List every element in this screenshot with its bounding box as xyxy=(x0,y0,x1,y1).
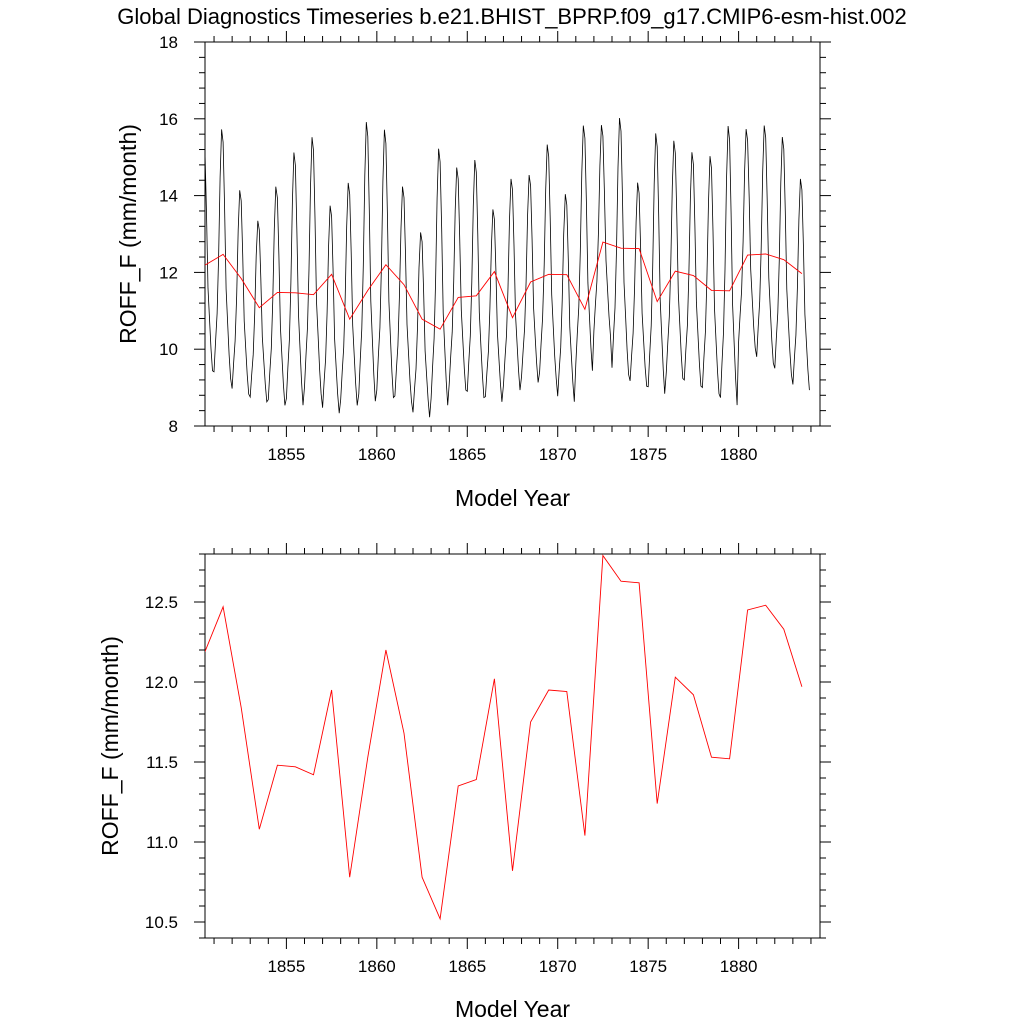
x-axis-label: Model Year xyxy=(455,485,570,511)
y-tick-label: 14 xyxy=(159,187,178,206)
x-tick-label: 1880 xyxy=(720,445,758,464)
x-tick-label: 1870 xyxy=(539,957,577,976)
y-tick-label: 18 xyxy=(159,33,178,52)
x-axis-label: Model Year xyxy=(455,996,570,1022)
x-tick-label: 1855 xyxy=(267,957,305,976)
x-tick-label: 1865 xyxy=(448,445,486,464)
x-tick-label: 1860 xyxy=(358,957,396,976)
bottom-panel: 1855 1860 1865 1870 1875 1880 10.5 11.0 11.5 12.0… xyxy=(97,543,831,1022)
y-tick-label: 12 xyxy=(159,263,178,282)
plot-frame xyxy=(204,41,821,427)
y-axis-label: ROFF_F (mm/month) xyxy=(97,636,123,856)
x-tick-label: 1870 xyxy=(539,445,577,464)
x-tick-label: 1875 xyxy=(629,445,667,464)
plot-frame xyxy=(204,553,821,939)
x-tick-label: 1865 xyxy=(448,957,486,976)
y-tick-label: 11.5 xyxy=(146,753,178,772)
top-panel: 1855 1860 1865 1870 1875 1880 8 10 12 14 16 18 Model… xyxy=(115,31,831,511)
x-tick-label: 1855 xyxy=(267,445,305,464)
y-tick-label: 16 xyxy=(159,110,178,129)
x-tick-label: 1880 xyxy=(720,957,758,976)
x-tick-label: 1875 xyxy=(629,957,667,976)
figure-title: Global Diagnostics Timeseries b.e21.BHIS… xyxy=(117,4,907,29)
monthly-series-line xyxy=(205,117,810,418)
y-tick-label: 10 xyxy=(159,340,178,359)
y-tick-label: 12.0 xyxy=(145,673,178,692)
annual-mean-line xyxy=(205,554,803,921)
y-tick-label: 12.5 xyxy=(145,593,178,612)
y-axis-label: ROFF_F (mm/month) xyxy=(115,124,141,344)
y-tick-label: 11.0 xyxy=(146,833,178,852)
x-tick-label: 1860 xyxy=(358,445,396,464)
y-tick-label: 8 xyxy=(169,417,178,436)
y-tick-label: 10.5 xyxy=(145,913,178,932)
annual-mean-line xyxy=(205,241,803,330)
